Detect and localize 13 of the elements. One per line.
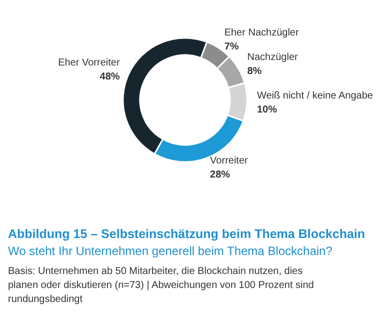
- text: Wo steht Ihr Unternehmen generell beim Thema Blockchain?: [8, 244, 333, 258]
- slice-label: Eher Nachzügler: [224, 28, 300, 39]
- slice-label: Weiß nicht / keine Angabe: [256, 90, 374, 102]
- data-label: 8%: [247, 66, 262, 77]
- text: Basis: Unternehmen ab 50 Mitarbeiter, die Blockchain nutzen, dies planen oder diskutieren (n=73) | Abweichungen von 100 Prozent sind rundungsbedingt: [8, 266, 314, 305]
- slice-label: Vorreiter: [210, 156, 249, 166]
- data-label: 28%: [210, 170, 230, 180]
- text: Abbildung 15 – Selbsteinschätzung beim Thema Blockchain: [8, 227, 366, 241]
- data-label: 48%: [100, 71, 120, 82]
- data-label: 7%: [224, 42, 239, 53]
- slice-label: Nachzügler: [247, 52, 298, 63]
- slice-label: Eher Vorreiter: [58, 57, 120, 68]
- data-label: 10%: [256, 104, 278, 116]
